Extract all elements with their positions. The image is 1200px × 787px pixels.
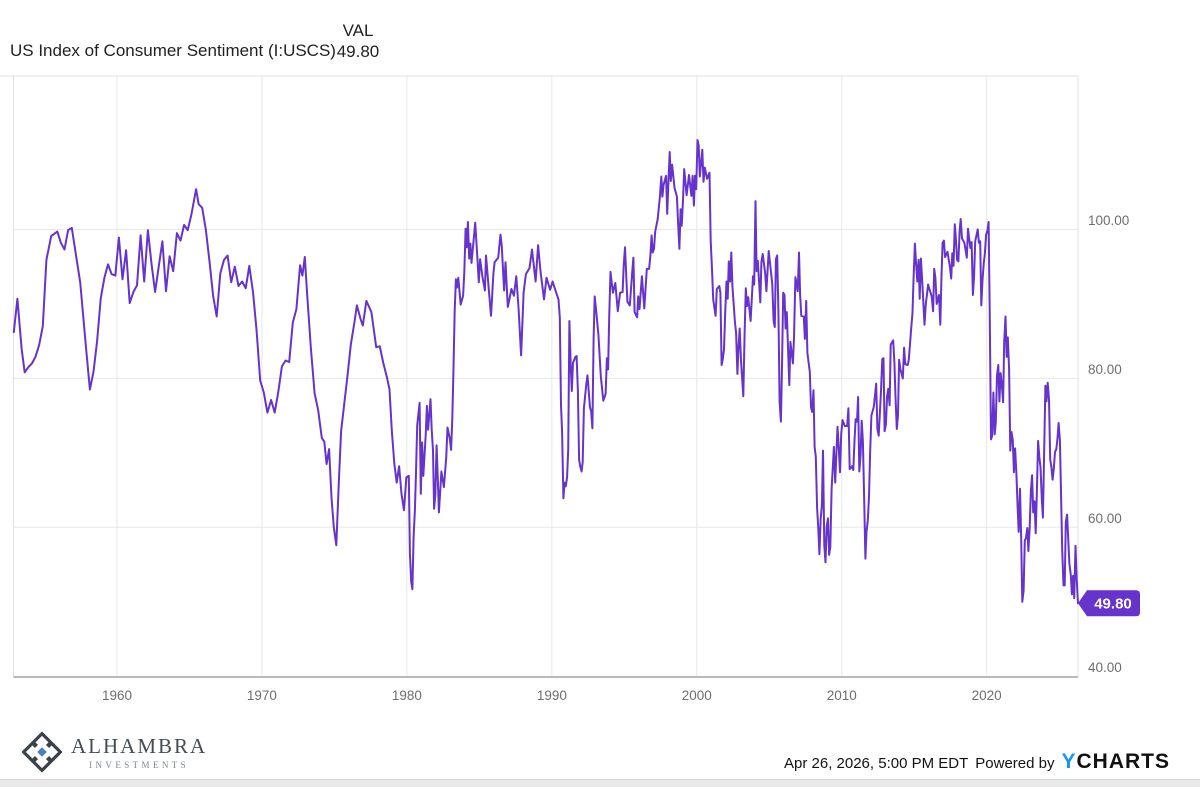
x-tick-label: 2010 — [827, 688, 857, 703]
alhambra-logo: ALHAMBRA INVESTMENTS — [22, 731, 207, 773]
ycharts-charts-text: CHARTS — [1076, 750, 1170, 773]
alhambra-diamond-icon — [22, 731, 62, 773]
alhambra-wordmark: ALHAMBRA INVESTMENTS — [71, 734, 207, 770]
sentiment-series-line — [12, 139, 1079, 605]
ycharts-logo[interactable]: YCHARTS — [1061, 750, 1170, 774]
y-tick-label: 100.00 — [1088, 213, 1129, 228]
x-tick-label: 1960 — [102, 688, 132, 703]
val-column: VAL 49.80 — [322, 20, 394, 62]
alhambra-name: ALHAMBRA — [71, 734, 208, 758]
footer-attribution: Apr 26, 2026, 5:00 PM EDT Powered by YCH… — [784, 750, 1170, 774]
x-tick-label: 1970 — [247, 688, 277, 703]
x-tick-label: 1990 — [537, 688, 567, 703]
page-title: US Index of Consumer Sentiment (I:USCS) — [10, 41, 336, 60]
y-tick-label: 60.00 — [1088, 511, 1122, 526]
val-column-header: VAL — [342, 21, 374, 40]
chart-timestamp: Apr 26, 2026, 5:00 PM EDT — [784, 755, 969, 772]
alhambra-subtitle: INVESTMENTS — [89, 760, 190, 770]
y-tick-label: 80.00 — [1088, 362, 1122, 377]
powered-by-label: Powered by — [975, 755, 1055, 772]
y-tick-label: 40.00 — [1088, 660, 1122, 675]
last-value-badge — [1078, 590, 1140, 617]
x-tick-label: 1980 — [392, 688, 422, 703]
x-tick-label: 2000 — [682, 688, 712, 703]
ycharts-y-glyph: Y — [1061, 750, 1077, 773]
bottom-edge-bar — [0, 779, 1200, 787]
last-value-badge-label: 49.80 — [1094, 595, 1132, 612]
val-current-value: 49.80 — [336, 42, 380, 61]
x-tick-label: 2020 — [972, 688, 1002, 703]
